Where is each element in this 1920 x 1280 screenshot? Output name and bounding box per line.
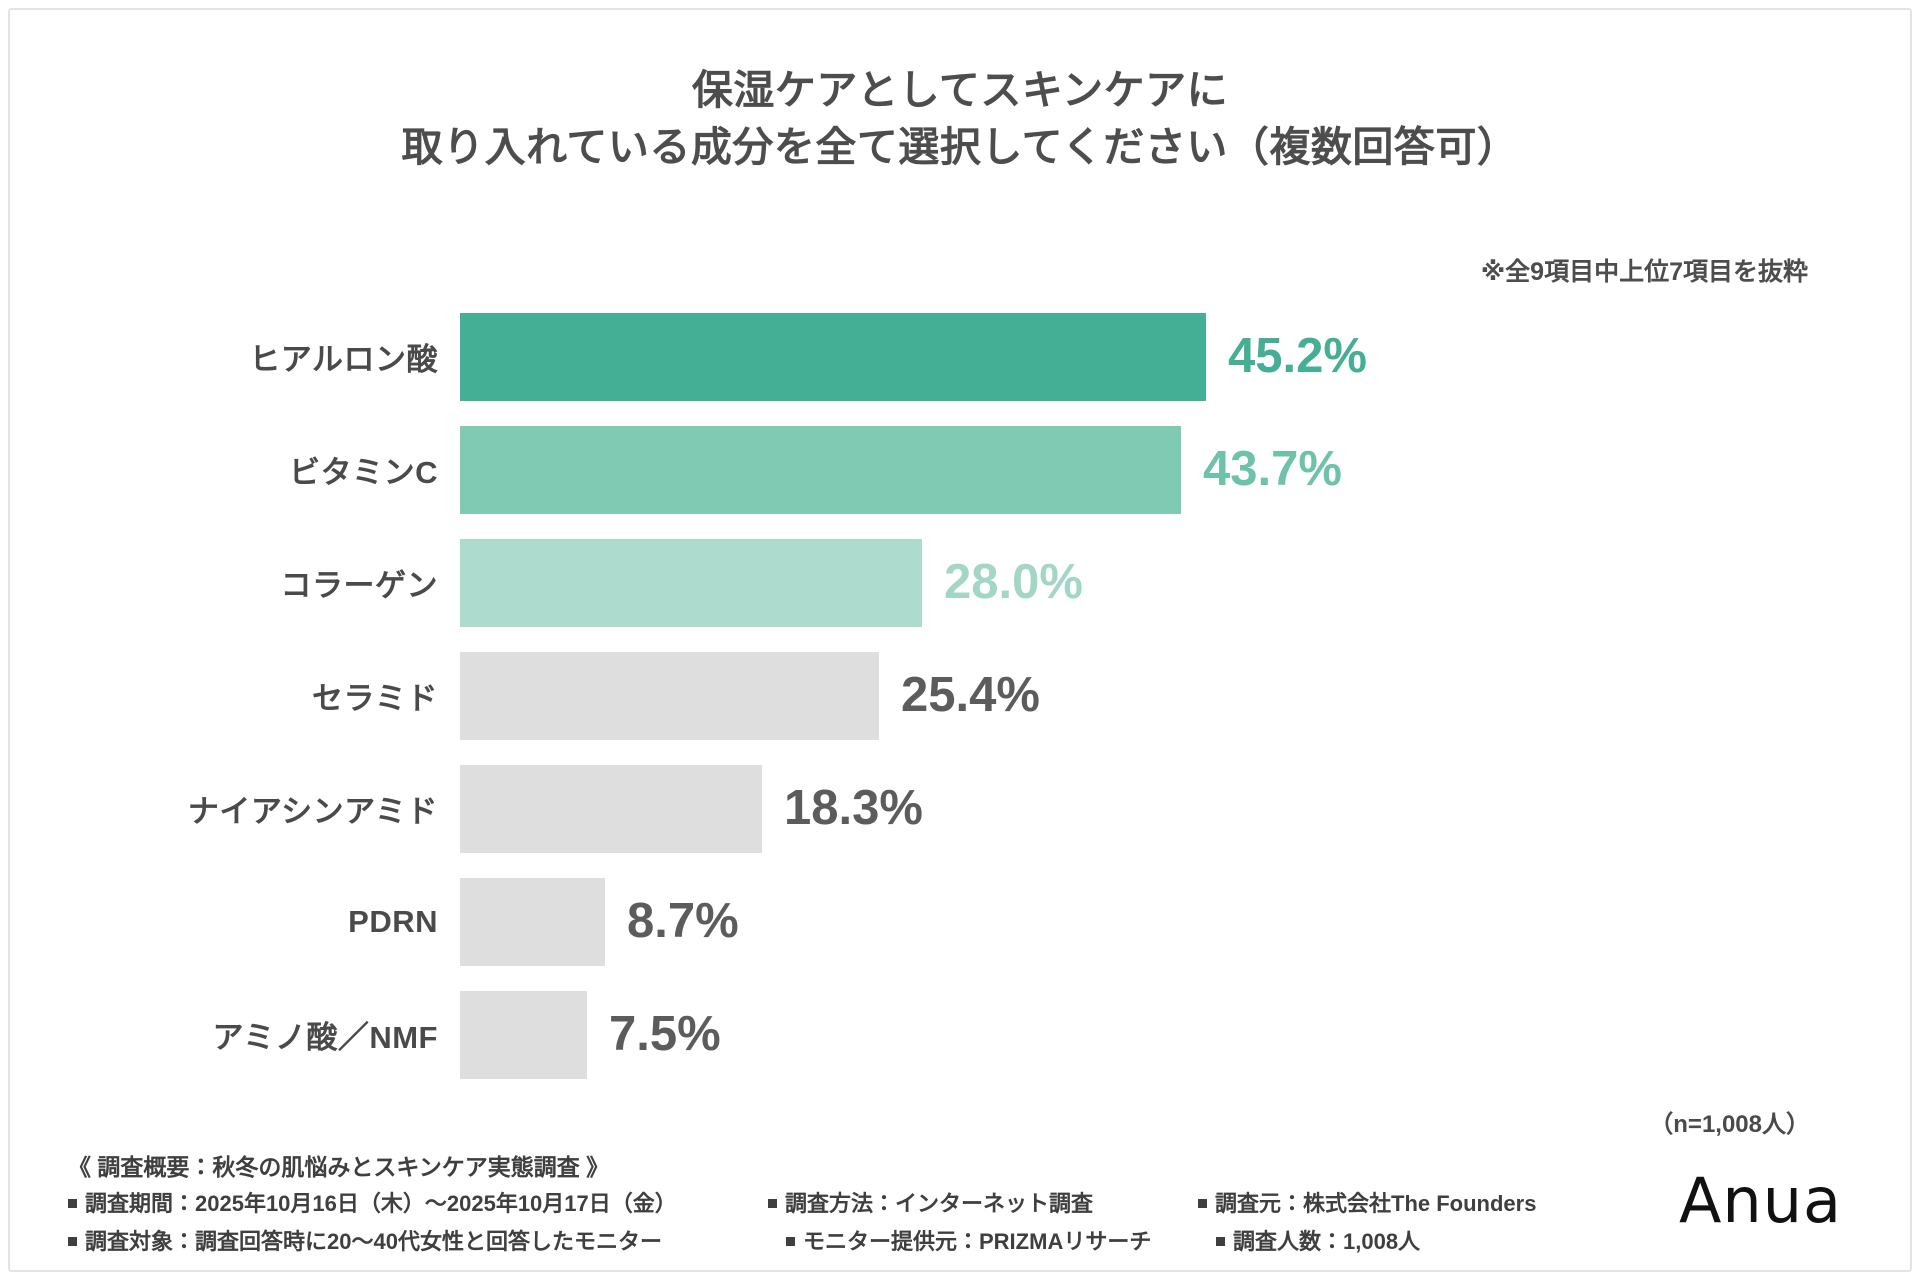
bar-track: 18.3%	[460, 752, 1920, 865]
bar-track: 45.2%	[460, 300, 1920, 413]
bar-value-label: 43.7%	[1203, 442, 1342, 496]
chart-row: セラミド 25.4%	[0, 639, 1920, 752]
bar-value-label: 7.5%	[609, 1007, 721, 1061]
survey-summary: 《 調査概要：秋冬の肌悩みとスキンケア実態調査 》 調査期間：2025年10月1…	[68, 1148, 1858, 1255]
bar-fill	[460, 538, 922, 627]
bar-category-label: ナイアシンアミド	[187, 794, 438, 829]
bar-fill	[460, 990, 587, 1079]
title-line-2: 取り入れている成分を全て選択してください（複数回答可）	[401, 123, 1519, 170]
bullet-square-icon	[786, 1236, 795, 1246]
bar-fill	[460, 651, 879, 740]
bar-value-label: 45.2%	[1228, 329, 1367, 383]
bar-fill	[460, 764, 762, 853]
bar-value-label: 28.0%	[944, 555, 1083, 609]
chart-row: ナイアシンアミド 18.3%	[0, 752, 1920, 865]
bullet-square-icon	[68, 1199, 77, 1208]
bullet-square-icon	[1216, 1236, 1225, 1246]
bar-track: 28.0%	[460, 526, 1920, 639]
bar-value-label: 8.7%	[627, 894, 739, 948]
bullet-square-icon	[1198, 1199, 1207, 1208]
bar-category-label: ビタミンC	[289, 455, 438, 490]
chart-note: ※全9項目中上位7項目を抜粋	[1480, 258, 1808, 286]
bar-track: 43.7%	[460, 413, 1920, 526]
bar-category-label: アミノ酸／NMF	[212, 1020, 438, 1055]
survey-summary-heading: 《 調査概要：秋冬の肌悩みとスキンケア実態調査 》	[68, 1154, 610, 1180]
bar-category-label: PDRN	[348, 903, 438, 939]
bar-chart: ヒアルロン酸 45.2% ビタミンC 43.7% コラーゲン 28.0% セラミ…	[0, 300, 1920, 1090]
bar-fill	[460, 312, 1206, 401]
bar-category-label: ヒアルロン酸	[249, 342, 438, 377]
bar-category-label: セラミド	[312, 681, 438, 716]
chart-row: コラーゲン 28.0%	[0, 526, 1920, 639]
bar-value-label: 25.4%	[901, 668, 1040, 722]
survey-target: 調査対象：調査回答時に20〜40代女性と回答したモニター	[68, 1228, 768, 1256]
bar-track: 8.7%	[460, 865, 1920, 978]
monitor-provider: モニター提供元：PRIZMAリサーチ	[768, 1228, 1198, 1256]
bullet-square-icon	[768, 1199, 777, 1208]
respondent-count: 調査人数：1,008人	[1198, 1228, 1598, 1256]
page-title: 保湿ケアとしてスキンケアに 取り入れている成分を全て選択してください（複数回答可…	[0, 62, 1920, 175]
bar-fill	[460, 877, 605, 966]
title-line-1: 保湿ケアとしてスキンケアに	[691, 67, 1229, 113]
bar-track: 25.4%	[460, 639, 1920, 752]
chart-row: アミノ酸／NMF 7.5%	[0, 978, 1920, 1091]
chart-row: ビタミンC 43.7%	[0, 413, 1920, 526]
anua-logo: Anua	[1679, 1164, 1842, 1237]
chart-row: PDRN 8.7%	[0, 865, 1920, 978]
chart-row: ヒアルロン酸 45.2%	[0, 300, 1920, 413]
survey-method: 調査方法：インターネット調査	[768, 1190, 1198, 1218]
survey-period: 調査期間：2025年10月16日（木）〜2025年10月17日（金）	[68, 1190, 768, 1218]
survey-source: 調査元：株式会社The Founders	[1198, 1190, 1598, 1218]
sample-size-label: （n=1,008人）	[1649, 1111, 1810, 1138]
bar-fill	[460, 425, 1181, 514]
bar-value-label: 18.3%	[784, 781, 923, 835]
bar-category-label: コラーゲン	[280, 568, 438, 603]
bar-track: 7.5%	[460, 978, 1920, 1091]
bullet-square-icon	[68, 1236, 77, 1246]
